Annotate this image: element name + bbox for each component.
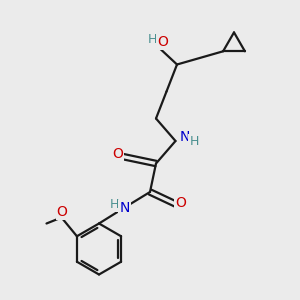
Text: O: O [176, 196, 186, 210]
Text: H: H [147, 33, 157, 46]
Text: O: O [57, 205, 68, 219]
Text: H: H [189, 135, 199, 148]
Text: O: O [158, 35, 168, 49]
Text: N: N [180, 130, 190, 144]
Text: N: N [119, 201, 130, 215]
Text: O: O [112, 147, 123, 160]
Text: H: H [110, 198, 119, 212]
